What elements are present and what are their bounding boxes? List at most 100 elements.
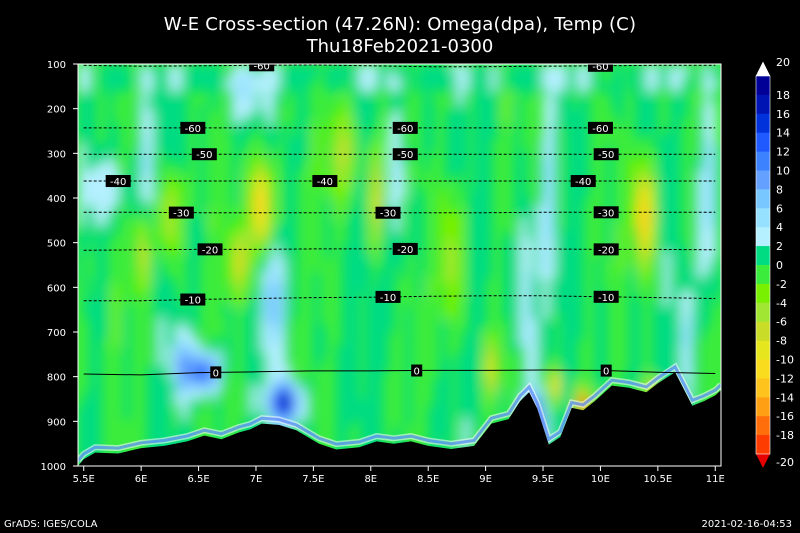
field-cell [474, 372, 481, 380]
field-cell [365, 378, 372, 387]
field-cell [657, 265, 665, 273]
y-tick-label: 600 [47, 283, 66, 294]
field-cell [83, 171, 91, 179]
field-cell [474, 70, 481, 78]
field-cell [456, 258, 464, 266]
field-cell [192, 251, 200, 259]
field-cell [520, 238, 527, 246]
field-cell [296, 412, 303, 420]
field-cell [135, 224, 142, 233]
field-cell [680, 332, 688, 340]
field-cell [365, 365, 372, 373]
field-cell [663, 311, 670, 320]
field-cell [169, 198, 177, 206]
field-cell [175, 137, 182, 145]
field-cell [388, 131, 395, 139]
field-cell [141, 97, 148, 105]
field-cell [227, 278, 234, 286]
field-cell [491, 84, 498, 92]
field-cell [336, 171, 343, 179]
field-cell [152, 332, 159, 340]
field-cell [646, 77, 653, 85]
isotherm-label: -20 [397, 245, 413, 256]
field-cell [497, 77, 504, 85]
field-cell [520, 77, 527, 85]
field-cell [370, 291, 378, 300]
field-cell [675, 198, 682, 206]
field-cell [255, 345, 263, 353]
field-cell [583, 84, 590, 92]
field-cell [657, 224, 665, 233]
field-cell [215, 70, 223, 78]
field-cell [365, 298, 372, 306]
field-cell [669, 204, 676, 212]
field-cell [456, 238, 464, 246]
field-cell [273, 338, 280, 346]
field-cell [565, 110, 573, 119]
isotherm-label: -20 [598, 245, 614, 256]
isotherm-label-bg [210, 366, 222, 379]
field-cell [365, 325, 372, 333]
field-cell [290, 224, 297, 233]
field-cell [657, 291, 665, 300]
field-cell [491, 338, 498, 346]
field-cell [646, 104, 653, 112]
field-cell [307, 405, 314, 413]
field-cell [83, 224, 91, 233]
field-cell [474, 137, 481, 145]
field-cell [393, 157, 401, 166]
field-cell [78, 117, 85, 125]
field-cell [680, 271, 688, 279]
field-cell [577, 77, 584, 85]
field-cell [703, 191, 711, 199]
field-cell [537, 298, 544, 306]
field-cell [135, 278, 142, 286]
field-cell [342, 97, 349, 105]
field-cell [83, 218, 91, 226]
field-cell [634, 104, 642, 112]
field-cell [78, 70, 85, 78]
field-cell [474, 124, 481, 132]
field-cell [456, 265, 464, 273]
field-cell [445, 224, 452, 233]
field-cell [514, 157, 521, 166]
field-cell [187, 278, 194, 286]
field-cell [520, 285, 527, 293]
field-cell [175, 298, 182, 306]
field-cell [554, 137, 561, 145]
field-cell [244, 117, 251, 125]
field-cell [520, 258, 527, 266]
field-cell [474, 271, 481, 279]
field-cell [669, 211, 676, 219]
field-cell [445, 311, 452, 320]
field-cell [709, 131, 716, 139]
field-cell [89, 432, 96, 440]
field-cell [313, 365, 320, 373]
field-cell [100, 151, 108, 159]
field-cell [669, 244, 676, 253]
field-cell [560, 271, 567, 279]
field-cell [560, 258, 567, 266]
field-cell [497, 64, 504, 72]
field-cell [531, 372, 538, 380]
field-cell [83, 412, 91, 420]
isotherm-label-bg [375, 290, 401, 303]
field-cell [692, 271, 699, 279]
field-cell [100, 258, 108, 266]
field-cell [284, 198, 292, 206]
field-cell [233, 151, 240, 159]
field-cell [577, 298, 584, 306]
field-cell [78, 184, 85, 192]
field-cell [273, 244, 280, 253]
field-cell [244, 399, 251, 407]
field-cell [715, 251, 721, 259]
field-cell [646, 385, 653, 393]
field-cell [192, 77, 200, 85]
field-cell [238, 131, 246, 139]
field-cell [158, 90, 165, 99]
field-cell [273, 318, 280, 326]
field-cell [428, 84, 435, 92]
field-cell [462, 365, 469, 373]
field-cell [233, 171, 240, 179]
field-cell [680, 251, 688, 259]
